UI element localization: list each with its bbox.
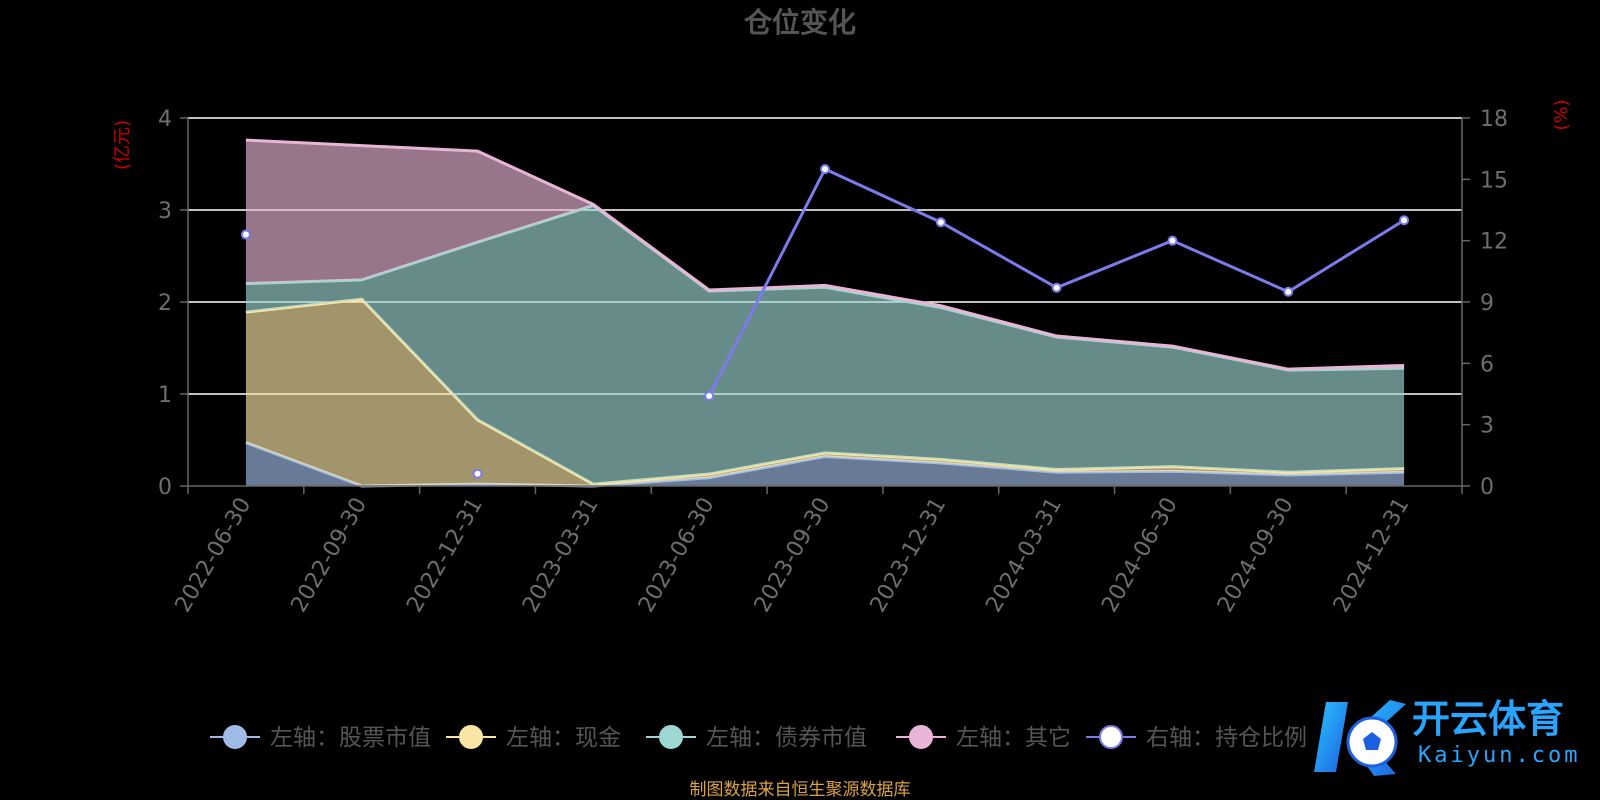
x-tick-label: 2022-09-30 <box>287 494 373 617</box>
legend-marker-icon <box>459 725 483 749</box>
legend-item-2[interactable]: 左轴：债券市值 <box>646 725 867 751</box>
kaiyun-logo: 开云体育 Kaiyun.com <box>1314 697 1580 776</box>
area-series-2 <box>245 205 1405 485</box>
area-series-0 <box>245 442 1405 486</box>
area-series-1 <box>245 299 1405 486</box>
right-tick-label: 3 <box>1480 414 1494 439</box>
right-tick-label: 6 <box>1480 352 1494 377</box>
right-tick-label: 18 <box>1480 107 1508 132</box>
line-point <box>1399 215 1410 226</box>
x-tick-label: 2023-06-30 <box>634 494 720 617</box>
line-point <box>935 217 946 228</box>
logo-brand-cn: 开云体育 <box>1412 697 1564 741</box>
line-point <box>1051 282 1062 293</box>
left-tick-label: 4 <box>158 107 172 132</box>
legend-item-3[interactable]: 左轴：其它 <box>896 725 1071 751</box>
x-tick-label: 2024-12-31 <box>1329 494 1415 617</box>
left-axis-label: (亿元) <box>112 120 133 170</box>
legend-marker-icon <box>909 725 933 749</box>
x-tick-label: 2023-09-30 <box>750 494 836 617</box>
area-series-3 <box>245 140 1405 371</box>
line-point <box>472 468 483 479</box>
right-tick-label: 12 <box>1480 230 1508 255</box>
x-tick-label: 2024-03-31 <box>981 494 1067 617</box>
line-layer <box>240 164 1410 479</box>
x-tick-label: 2023-12-31 <box>866 493 952 616</box>
area-series-line-3 <box>245 138 1405 371</box>
legend-label: 左轴：其它 <box>956 725 1071 751</box>
logo-brand-en: Kaiyun.com <box>1418 743 1580 768</box>
x-tick-label: 2024-09-30 <box>1213 494 1299 617</box>
x-tick-label: 2022-06-30 <box>171 494 257 617</box>
line-point <box>1283 286 1294 297</box>
legend-label: 右轴：持仓比例 <box>1146 725 1307 751</box>
line-point <box>240 229 251 240</box>
right-tick-label: 15 <box>1480 168 1508 193</box>
left-tick-label: 2 <box>158 291 172 316</box>
area-layer <box>245 138 1405 488</box>
line-point <box>704 391 715 402</box>
legend-label: 左轴：债券市值 <box>706 725 867 751</box>
line-point <box>820 164 830 175</box>
left-tick-label: 1 <box>158 383 172 408</box>
legend: 左轴：股票市值 左轴：现金 左轴：债券市值 左轴：其它 右轴：持仓比例 <box>210 725 1307 751</box>
left-tick-label: 0 <box>158 475 172 500</box>
legend-label: 左轴：股票市值 <box>270 725 431 751</box>
x-tick-label: 2022-12-31 <box>402 493 488 616</box>
right-axis-label: (%) <box>1551 99 1572 130</box>
line-point <box>1167 235 1178 246</box>
legend-marker-icon <box>659 725 683 749</box>
left-tick-label: 3 <box>158 199 172 224</box>
legend-label: 左轴：现金 <box>506 725 621 751</box>
x-tick-label: 2023-03-31 <box>518 494 604 617</box>
legend-item-4[interactable]: 右轴：持仓比例 <box>1086 725 1307 751</box>
legend-marker-icon <box>223 725 247 749</box>
right-tick-label: 0 <box>1480 475 1494 500</box>
source-note: 制图数据来自恒生聚源数据库 <box>690 780 911 800</box>
legend-item-1[interactable]: 左轴：现金 <box>446 725 621 751</box>
chart-title: 仓位变化 <box>744 6 856 39</box>
legend-item-0[interactable]: 左轴：股票市值 <box>210 725 431 751</box>
legend-marker-icon <box>1099 725 1123 749</box>
x-tick-label: 2024-06-30 <box>1097 494 1183 617</box>
right-tick-label: 9 <box>1480 291 1494 316</box>
logo-k-stroke-icon <box>1314 702 1348 772</box>
